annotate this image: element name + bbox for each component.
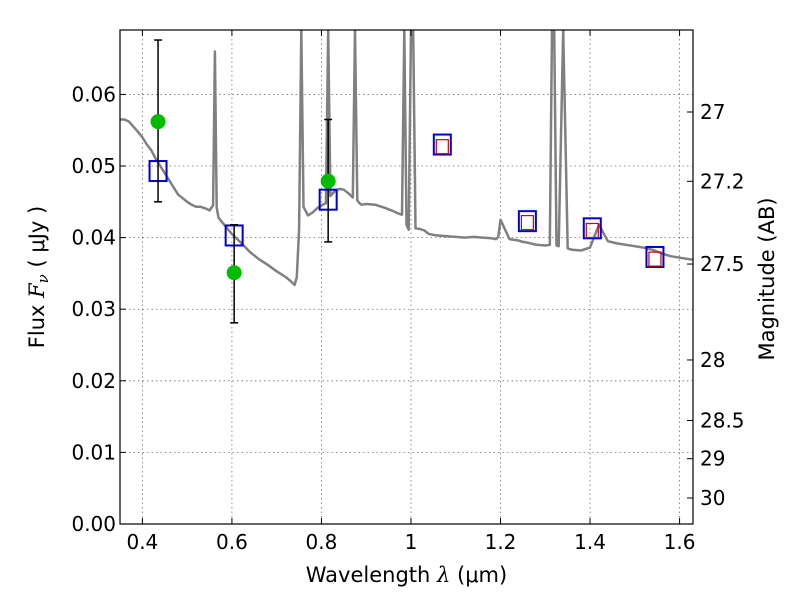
observed-point xyxy=(320,118,336,243)
model-photometry-marker xyxy=(517,210,537,233)
x-tick-label: 0.4 xyxy=(126,530,158,554)
model-photometry-marker xyxy=(582,217,602,240)
spectrum-line xyxy=(120,30,693,287)
x-axis-label-symbol: λ xyxy=(436,563,450,587)
x-tick-label: 0.6 xyxy=(216,530,248,554)
upper-limit-marker xyxy=(585,222,599,239)
observed-point xyxy=(150,39,166,203)
y-tick-label: 0.06 xyxy=(71,82,116,106)
upper-limit-marker xyxy=(435,139,449,155)
y-axis-label: Flux Fν ( μJy ) xyxy=(25,206,52,348)
observed-point xyxy=(226,223,242,324)
y-axis-label-symbol: F xyxy=(25,282,49,299)
model-photometry-marker xyxy=(645,245,665,268)
y2-tick-label: 29 xyxy=(700,447,725,471)
x-tick-label: 1.4 xyxy=(574,530,606,554)
y-tick-label: 0.00 xyxy=(71,512,116,536)
y2-axis-label: Magnitude (AB) xyxy=(755,197,779,360)
observed-flux-marker xyxy=(226,265,242,281)
y-axis-label-subscript: ν xyxy=(34,274,52,283)
x-axis-label-text: Wavelength xyxy=(306,563,437,587)
upper-limit-marker xyxy=(648,251,662,267)
x-tick-label: 1.6 xyxy=(664,530,696,554)
observed-flux-marker xyxy=(320,173,336,189)
plot-frame xyxy=(119,29,694,525)
upper-limit-marker xyxy=(520,214,534,231)
y-tick-label: 0.05 xyxy=(71,154,116,178)
y-tick-label: 0.02 xyxy=(71,369,116,393)
x-tick-label: 1.2 xyxy=(485,530,517,554)
model-photometry-marker xyxy=(432,133,452,156)
x-axis-label: Wavelength λ (μm) xyxy=(306,563,507,587)
plot-background xyxy=(120,30,693,524)
x-axis-label-unit: (μm) xyxy=(450,563,507,587)
y2-tick-label: 28.5 xyxy=(700,409,745,433)
y-tick-label: 0.03 xyxy=(71,297,116,321)
observed-flux-marker xyxy=(150,114,166,130)
y-axis-label-unit: ( μJy ) xyxy=(25,206,49,274)
x-tick-label: 0.8 xyxy=(306,530,338,554)
y-tick-label: 0.04 xyxy=(71,226,116,250)
y2-tick-label: 28 xyxy=(700,348,725,372)
y2-tick-label: 27 xyxy=(700,100,725,124)
y-tick-label: 0.01 xyxy=(71,440,116,464)
y-axis-label-text: Flux xyxy=(25,298,49,348)
y2-tick-label: 27.2 xyxy=(700,169,745,193)
x-tick-label: 1 xyxy=(405,530,418,554)
y2-tick-label: 30 xyxy=(700,486,725,510)
y2-tick-label: 27.5 xyxy=(700,252,745,276)
